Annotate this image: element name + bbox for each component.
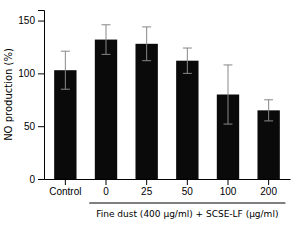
x-tick-mark [227, 179, 228, 185]
x-axis-line [45, 179, 291, 180]
error-cap [61, 51, 70, 52]
error-stem [187, 48, 188, 73]
x-tick-mark [65, 179, 66, 185]
bar [257, 110, 279, 179]
error-cap [142, 60, 151, 61]
bar [176, 61, 198, 179]
y-axis-title: NO production (%) [3, 48, 14, 141]
x-tick: 200 [260, 179, 277, 197]
error-cap [224, 124, 233, 125]
error-bar [102, 25, 111, 55]
x-axis: Control 0 25 50 100 200 [45, 179, 291, 197]
x-tick-mark [268, 179, 269, 185]
error-bar [61, 51, 70, 89]
error-stem [65, 51, 66, 89]
group-bracket [89, 203, 285, 204]
error-stem [268, 100, 269, 121]
error-bar [224, 65, 233, 124]
y-tick-label: 150 [18, 15, 35, 26]
x-tick-mark [187, 179, 188, 185]
error-cap [264, 120, 273, 121]
x-tick-label: 100 [220, 186, 237, 197]
bar [95, 40, 117, 179]
error-stem [227, 65, 228, 124]
x-tick-mark [146, 179, 147, 185]
x-tick-label: Control [49, 186, 81, 197]
x-tick-label: 50 [182, 186, 194, 197]
error-stem [106, 25, 107, 55]
x-tick: 50 [182, 179, 194, 197]
x-tick-mark [106, 179, 107, 185]
x-tick-label: 25 [141, 186, 153, 197]
error-cap [142, 26, 151, 27]
x-group-label: Fine dust (400 μg/ml) + SCSE-LF (μg/ml) [96, 209, 278, 219]
y-tick-label: 50 [24, 121, 36, 132]
error-bar [142, 27, 151, 61]
y-tick-mark [38, 179, 44, 180]
y-tick: 0 [29, 174, 44, 185]
marks [54, 25, 280, 179]
x-tick: 0 [103, 179, 109, 197]
x-tick-label: 200 [260, 186, 277, 197]
x-tick-label: 0 [103, 186, 109, 197]
y-axis: 0 50 100 150 [18, 11, 44, 185]
chart: Control 0 25 50 100 200 0 50 100 150 NO production… [0, 0, 300, 231]
y-axis-line [38, 11, 45, 180]
error-bar [264, 100, 273, 121]
y-tick: 100 [18, 68, 44, 79]
y-tick: 150 [18, 15, 44, 26]
plot: Control 0 25 50 100 200 0 50 100 150 NO production… [3, 11, 291, 220]
error-cap [61, 89, 70, 90]
y-tick-label: 0 [29, 174, 35, 185]
error-cap [102, 24, 111, 25]
x-tick: 25 [141, 179, 153, 197]
error-bar [183, 48, 192, 73]
bar [135, 44, 157, 179]
y-tick: 50 [24, 121, 44, 132]
error-cap [183, 48, 192, 49]
y-tick-label: 100 [18, 68, 35, 79]
x-tick: 100 [220, 179, 237, 197]
error-cap [224, 64, 233, 65]
y-tick-mark [38, 21, 44, 22]
error-cap [102, 54, 111, 55]
error-stem [146, 27, 147, 61]
error-cap [183, 73, 192, 74]
error-cap [264, 99, 273, 100]
x-tick: Control [49, 179, 81, 197]
y-tick-mark [38, 73, 44, 74]
y-tick-mark [38, 126, 44, 127]
